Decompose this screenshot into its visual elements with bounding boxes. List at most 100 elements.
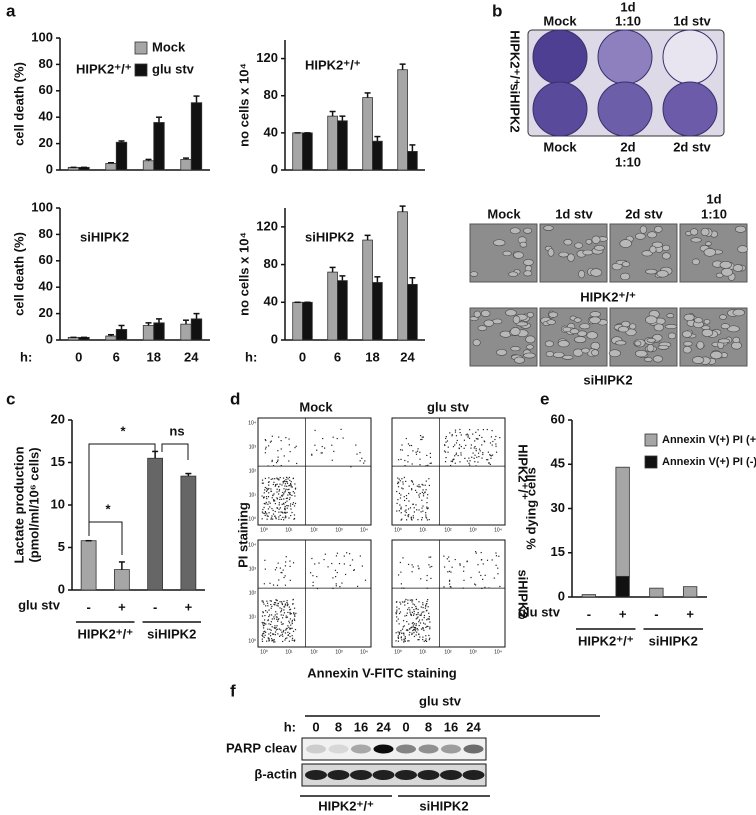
- cell: [635, 350, 648, 358]
- flow-dot: [264, 512, 266, 515]
- blot-lane-prefix: h:: [284, 719, 296, 734]
- y-tick-label: 0: [46, 161, 53, 176]
- flow-dot: [295, 445, 297, 447]
- cell: [701, 328, 714, 337]
- flow-dot: [269, 632, 272, 634]
- flow-dot: [264, 448, 267, 450]
- flow-dot: [420, 606, 422, 608]
- flow-dot: [402, 481, 404, 483]
- flow-dot: [475, 438, 478, 440]
- flow-dot: [274, 485, 276, 487]
- flow-dot: [270, 638, 273, 640]
- flow-dot: [430, 577, 432, 580]
- flow-dot: [418, 619, 421, 621]
- y-tick-label: 5: [58, 539, 65, 554]
- flow-dot: [417, 629, 419, 631]
- flow-dot: [268, 492, 270, 494]
- flow-dot: [267, 628, 269, 630]
- flow-dot: [422, 489, 424, 491]
- cell: [574, 336, 587, 344]
- flow-dot: [466, 560, 468, 562]
- flow-dot: [263, 496, 265, 498]
- flow-dot: [419, 486, 421, 488]
- flow-dot: [266, 600, 268, 602]
- flow-dot: [282, 623, 284, 625]
- flow-dot: [268, 638, 270, 640]
- flow-dot: [269, 635, 272, 637]
- flow-dot: [413, 511, 415, 513]
- cell: [502, 250, 512, 257]
- flow-dot: [280, 518, 282, 520]
- cell: [582, 249, 594, 256]
- flow-dot: [395, 612, 397, 614]
- flow-dot: [400, 636, 402, 638]
- cell: [591, 235, 601, 244]
- flow-dot: [474, 461, 476, 463]
- bar: [292, 301, 303, 341]
- flow-dot: [284, 501, 287, 504]
- flow-dot: [311, 454, 313, 456]
- flow-dot: [451, 460, 454, 463]
- flow-dot: [418, 509, 420, 511]
- legend-swatch: [134, 63, 148, 77]
- flow-dot: [499, 585, 501, 588]
- flow-dot: [418, 624, 420, 627]
- flow-dot: [482, 453, 484, 456]
- flow-dot: [267, 496, 270, 498]
- flow-dot: [287, 611, 289, 614]
- flow-dot: [395, 613, 397, 615]
- flow-dot: [286, 627, 288, 629]
- bar: [407, 151, 418, 171]
- flow-dot: [423, 640, 425, 642]
- flow-dot: [411, 489, 413, 491]
- flow-dot: [262, 600, 264, 602]
- flow-dot: [290, 627, 292, 629]
- flow-dot: [423, 614, 426, 617]
- plate-label: 1:10: [615, 154, 641, 169]
- flow-dot: [361, 565, 363, 567]
- flow-dot: [276, 618, 278, 620]
- flow-dot: [294, 495, 296, 497]
- flow-dot: [343, 563, 345, 565]
- blot-strip: [301, 737, 487, 761]
- flow-dot: [478, 448, 481, 450]
- flow-dot: [289, 503, 292, 505]
- flow-dot: [454, 431, 457, 433]
- flow-dot: [398, 510, 400, 512]
- cell: [591, 349, 599, 357]
- flow-dot: [408, 640, 410, 642]
- cell: [548, 311, 558, 318]
- flow-dot: [403, 640, 405, 642]
- flow-dot: [409, 631, 411, 634]
- flow-dot: [270, 614, 273, 616]
- flow-dot: [410, 518, 413, 520]
- flow-dot: [335, 555, 338, 557]
- blot-band: [350, 770, 372, 780]
- flow-dot: [264, 452, 267, 454]
- flow-dot: [269, 600, 271, 602]
- flow-dot: [269, 582, 271, 584]
- flow-dot: [428, 556, 430, 558]
- flow-dot: [468, 457, 470, 459]
- flow-dot: [276, 625, 278, 627]
- flow-dot: [397, 631, 399, 633]
- flow-dot: [288, 640, 290, 642]
- flow-dot: [289, 505, 292, 507]
- cell: [719, 261, 732, 269]
- flow-dot: [293, 607, 296, 609]
- flow-dot: [261, 638, 263, 640]
- flow-dot: [272, 633, 274, 635]
- bar: [153, 322, 165, 341]
- cell: [510, 346, 521, 352]
- flow-dot: [283, 503, 285, 505]
- flow-dot: [469, 460, 471, 462]
- flow-dot: [261, 634, 263, 636]
- flow-dot: [272, 465, 275, 467]
- flow-tick: 10³: [249, 444, 257, 450]
- flow-dot: [398, 612, 401, 615]
- cell: [523, 352, 536, 359]
- flow-dot: [410, 480, 413, 482]
- flow-dot: [339, 586, 341, 588]
- flow-dot: [332, 587, 334, 590]
- flow-dot: [414, 627, 416, 629]
